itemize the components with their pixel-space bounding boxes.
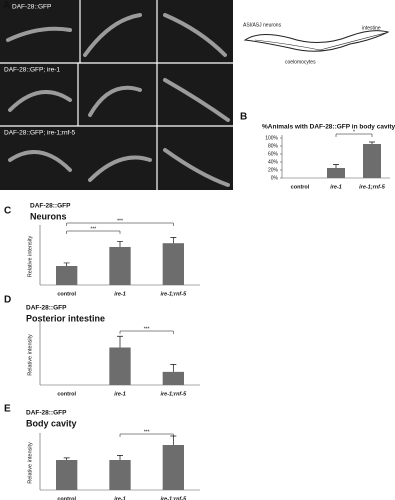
panel-label: E [4, 404, 11, 415]
panel-label: B [240, 112, 247, 123]
diagram-label: intestine [362, 25, 381, 31]
micrographs [0, 0, 233, 190]
bar [327, 168, 345, 178]
significance-bracket [119, 433, 174, 437]
error-bar [170, 364, 177, 372]
y-tick-label: 40% [268, 159, 279, 165]
y-axis-label: Relative intensity [27, 334, 33, 376]
y-tick-label: 60% [268, 151, 279, 157]
bar [162, 445, 184, 490]
significance-label: *** [144, 429, 150, 435]
bar [162, 371, 184, 385]
y-tick-label: 80% [268, 143, 279, 149]
error-bar [117, 335, 123, 348]
bar [109, 460, 131, 490]
significance-bracket [119, 330, 174, 334]
bar [56, 266, 78, 285]
significance-label: *** [144, 326, 150, 332]
significance-bracket [66, 230, 121, 234]
bar [56, 460, 78, 490]
bar [109, 347, 131, 385]
x-tick-label: control [57, 291, 76, 297]
significance-label: * [353, 129, 355, 135]
x-tick-label: ire-1;rnf-5 [160, 391, 187, 397]
significance-label: *** [90, 226, 96, 232]
bar [363, 144, 381, 178]
x-tick-label: ire-1 [114, 291, 126, 297]
x-tick-label: ire-1;rnf-5 [160, 291, 187, 297]
panel-label: D [4, 295, 11, 306]
error-bar [333, 164, 339, 168]
bar [162, 243, 184, 285]
x-tick-label: ire-1 [114, 496, 126, 500]
row-label: DAF-28::GFP; ire-1;rnf-5 [4, 130, 76, 137]
row-label: DAF-28::GFP [12, 4, 51, 11]
chart-subtitle: Body cavity [26, 418, 77, 428]
x-tick-label: control [57, 496, 76, 500]
significance-bracket [66, 222, 174, 226]
chart-subtitle: Neurons [30, 211, 67, 221]
row-label: DAF-28::GFP; ire-1 [4, 67, 60, 74]
x-tick-label: ire-1 [330, 184, 342, 190]
significance-label: *** [117, 218, 123, 224]
x-tick-label: control [57, 391, 76, 397]
panel-label: A [3, 1, 10, 12]
y-tick-label: 100% [265, 135, 278, 141]
x-tick-label: ire-1;rnf-5 [160, 496, 187, 500]
x-tick-label: control [291, 184, 310, 190]
error-bar [117, 240, 123, 247]
significance-bracket [335, 133, 373, 137]
error-bar [170, 237, 177, 244]
y-axis-label: Relative intensity [27, 442, 33, 484]
error-bar [63, 457, 70, 460]
error-bar [170, 435, 177, 445]
chart-title: DAF-28::GFP [26, 305, 67, 312]
chart-title: DAF-28::GFP [30, 203, 71, 210]
error-bar [63, 262, 70, 266]
chart-title: %Animals with DAF-28::GFP in body cavity [262, 124, 395, 131]
chart-subtitle: Posterior intestine [26, 313, 105, 323]
error-bar [369, 141, 375, 144]
bar [109, 247, 131, 285]
y-tick-label: 0% [271, 175, 279, 181]
worm-diagram [243, 30, 390, 52]
chart-title: DAF-28::GFP [26, 410, 67, 417]
y-tick-label: 20% [268, 167, 279, 173]
y-axis-label: Relative intensity [27, 235, 33, 277]
x-tick-label: ire-1 [114, 391, 126, 397]
diagram-label: coelomocytes [285, 59, 316, 65]
diagram-label: ASI/ASJ neurons [243, 22, 282, 28]
x-tick-label: ire-1;rnf-5 [359, 184, 386, 190]
panel-label: C [4, 206, 11, 217]
error-bar [117, 455, 123, 460]
